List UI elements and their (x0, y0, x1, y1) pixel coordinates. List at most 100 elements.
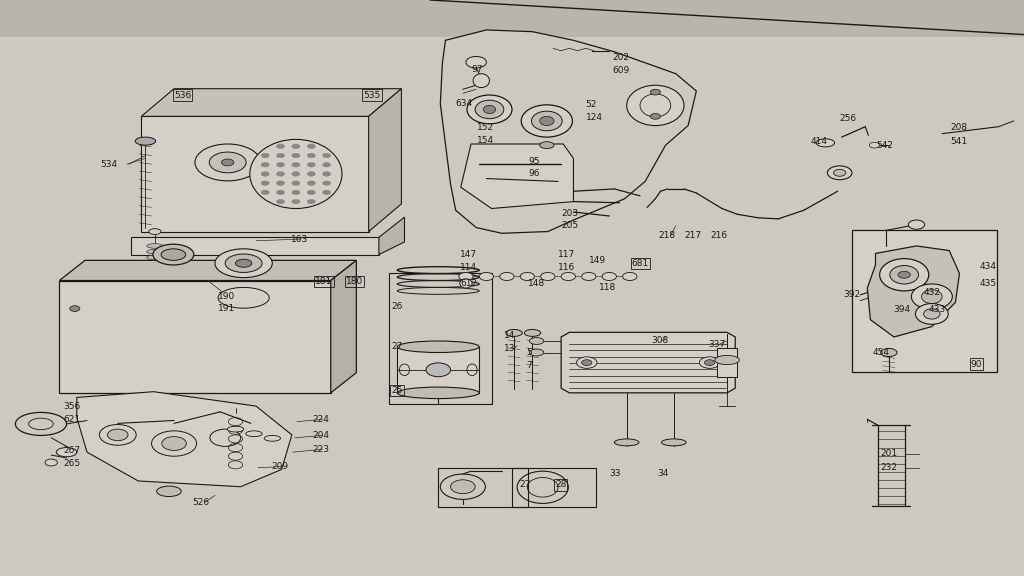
Text: 205: 205 (561, 221, 579, 230)
Ellipse shape (459, 272, 473, 281)
Ellipse shape (890, 266, 919, 284)
Ellipse shape (146, 244, 163, 248)
Text: 267: 267 (63, 446, 81, 455)
Ellipse shape (276, 181, 285, 185)
Text: 13: 13 (504, 344, 515, 353)
Ellipse shape (323, 162, 331, 167)
Ellipse shape (276, 190, 285, 195)
Text: 25: 25 (391, 386, 402, 395)
Ellipse shape (397, 387, 479, 399)
Polygon shape (141, 116, 369, 232)
Text: 414: 414 (811, 137, 828, 146)
Text: 454: 454 (872, 348, 890, 357)
Ellipse shape (276, 162, 285, 167)
Text: 163: 163 (291, 234, 308, 244)
Text: 394: 394 (893, 305, 910, 314)
Ellipse shape (307, 190, 315, 195)
Ellipse shape (292, 172, 300, 176)
Ellipse shape (292, 162, 300, 167)
Text: 154: 154 (477, 136, 495, 145)
Text: 541: 541 (950, 137, 968, 146)
Ellipse shape (276, 144, 285, 149)
Text: 152: 152 (477, 123, 495, 132)
Ellipse shape (529, 349, 544, 356)
Ellipse shape (650, 89, 660, 95)
Ellipse shape (157, 486, 181, 497)
Text: 356: 356 (63, 401, 81, 411)
Ellipse shape (292, 144, 300, 149)
Ellipse shape (323, 172, 331, 176)
Bar (852, 230, 997, 372)
Polygon shape (331, 260, 356, 393)
Ellipse shape (161, 249, 185, 260)
Bar (389, 273, 492, 404)
Text: 33: 33 (609, 469, 621, 478)
Text: 148: 148 (528, 279, 546, 288)
Ellipse shape (323, 181, 331, 185)
Text: 201: 201 (881, 449, 898, 458)
Ellipse shape (451, 480, 475, 494)
Ellipse shape (911, 284, 952, 309)
Polygon shape (131, 237, 379, 255)
Ellipse shape (323, 153, 331, 158)
Bar (438, 468, 528, 507)
Polygon shape (461, 144, 573, 209)
Ellipse shape (292, 190, 300, 195)
Text: 190: 190 (218, 292, 236, 301)
Ellipse shape (475, 100, 504, 119)
Polygon shape (59, 260, 356, 281)
Text: 634: 634 (456, 99, 473, 108)
Text: 34: 34 (657, 469, 669, 478)
Ellipse shape (529, 338, 544, 344)
Polygon shape (867, 246, 959, 337)
Ellipse shape (662, 439, 686, 446)
Ellipse shape (500, 272, 514, 281)
Polygon shape (141, 89, 401, 116)
Ellipse shape (479, 272, 494, 281)
Text: 208: 208 (950, 123, 968, 132)
Ellipse shape (250, 139, 342, 209)
Ellipse shape (236, 259, 252, 267)
Ellipse shape (292, 181, 300, 185)
Text: 536: 536 (174, 90, 191, 100)
Text: 308: 308 (651, 336, 669, 346)
Text: 149: 149 (589, 256, 606, 265)
Ellipse shape (307, 162, 315, 167)
Ellipse shape (426, 363, 451, 377)
Ellipse shape (541, 272, 555, 281)
Ellipse shape (209, 152, 246, 173)
Ellipse shape (261, 181, 269, 185)
Text: 224: 224 (312, 415, 329, 424)
Text: 392: 392 (844, 290, 861, 300)
Ellipse shape (473, 74, 489, 88)
Text: 223: 223 (312, 445, 330, 454)
Text: 216: 216 (711, 230, 728, 240)
Ellipse shape (153, 244, 194, 265)
Text: 191: 191 (218, 304, 236, 313)
Ellipse shape (276, 153, 285, 158)
Ellipse shape (307, 199, 315, 204)
Ellipse shape (56, 448, 77, 457)
Ellipse shape (146, 249, 163, 254)
Text: 97: 97 (471, 65, 482, 74)
Text: 217: 217 (684, 230, 701, 240)
Text: 5: 5 (526, 348, 532, 357)
Text: 180: 180 (346, 276, 364, 286)
Text: 542: 542 (877, 141, 894, 150)
Polygon shape (397, 347, 479, 393)
Ellipse shape (276, 199, 285, 204)
Text: 535: 535 (364, 90, 381, 100)
Ellipse shape (908, 220, 925, 229)
Ellipse shape (614, 439, 639, 446)
Text: 609: 609 (612, 66, 630, 75)
Ellipse shape (715, 355, 739, 365)
Bar (0, 0, 1024, 37)
Ellipse shape (227, 426, 244, 432)
Text: 681: 681 (632, 259, 649, 268)
Ellipse shape (483, 105, 496, 113)
Ellipse shape (881, 348, 897, 357)
Ellipse shape (561, 272, 575, 281)
Ellipse shape (540, 116, 554, 126)
Ellipse shape (582, 272, 596, 281)
Ellipse shape (261, 190, 269, 195)
